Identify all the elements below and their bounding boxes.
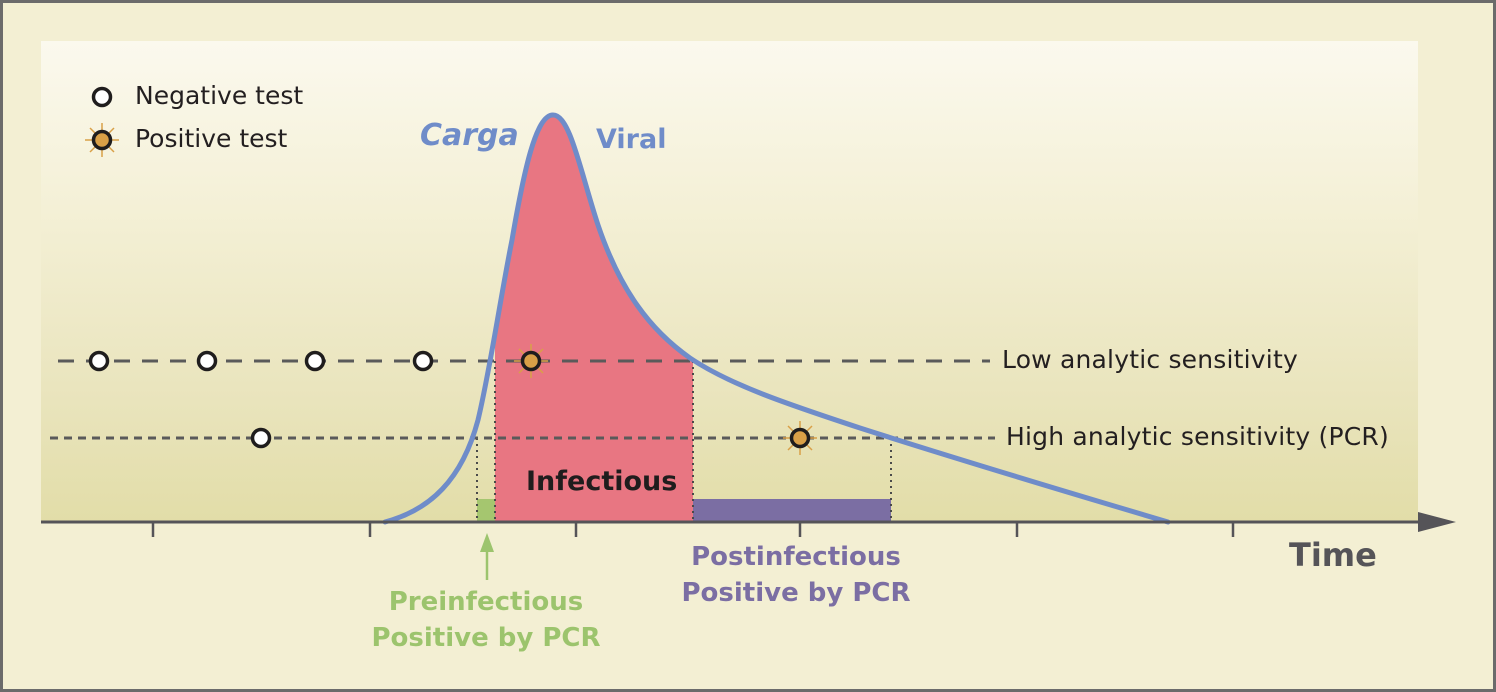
preinfectious-line2: Positive by PCR: [371, 623, 601, 653]
postinfectious-bar: [693, 499, 891, 522]
negative-test-icon: [250, 427, 272, 449]
legend-positive-icon: [85, 123, 119, 157]
negative-test-icon: [412, 350, 434, 372]
negative-test-icon: [196, 350, 218, 372]
positive-test-icon: [514, 344, 548, 378]
postinfectious-label: Postinfectious Positive by PCR: [676, 539, 916, 611]
positive-test-icon: [783, 421, 817, 455]
postinfectious-line1: Postinfectious: [691, 542, 901, 572]
x-axis-arrow-icon: [1418, 512, 1456, 532]
viral-load-curve: [382, 112, 1171, 525]
x-axis-ticks: [151, 522, 1235, 537]
preinfectious-line1: Preinfectious: [388, 587, 584, 617]
negative-test-icon: [88, 350, 110, 372]
preinfectious-label: Preinfectious Positive by PCR: [366, 584, 606, 656]
legend-positive-label: Positive test: [135, 124, 288, 153]
preinfectious-block: [477, 499, 495, 522]
x-axis-label: Time: [1289, 536, 1377, 574]
vertical-markers: [476, 361, 892, 522]
infectious-label: Infectious: [526, 466, 678, 497]
postinfectious-line2: Positive by PCR: [681, 578, 911, 608]
arrow-up-icon: [480, 533, 494, 552]
curve-title-right: Viral: [596, 124, 667, 155]
negative-test-icon: [304, 350, 326, 372]
legend-negative-icon: [91, 86, 113, 108]
curve-title-left: Carga: [420, 118, 519, 153]
high-sensitivity-label: High analytic sensitivity (PCR): [1006, 422, 1389, 451]
legend-negative-label: Negative test: [135, 81, 304, 110]
negative-test-points: [88, 350, 434, 449]
low-sensitivity-label: Low analytic sensitivity: [1002, 345, 1298, 374]
infectious-region: [495, 115, 693, 522]
